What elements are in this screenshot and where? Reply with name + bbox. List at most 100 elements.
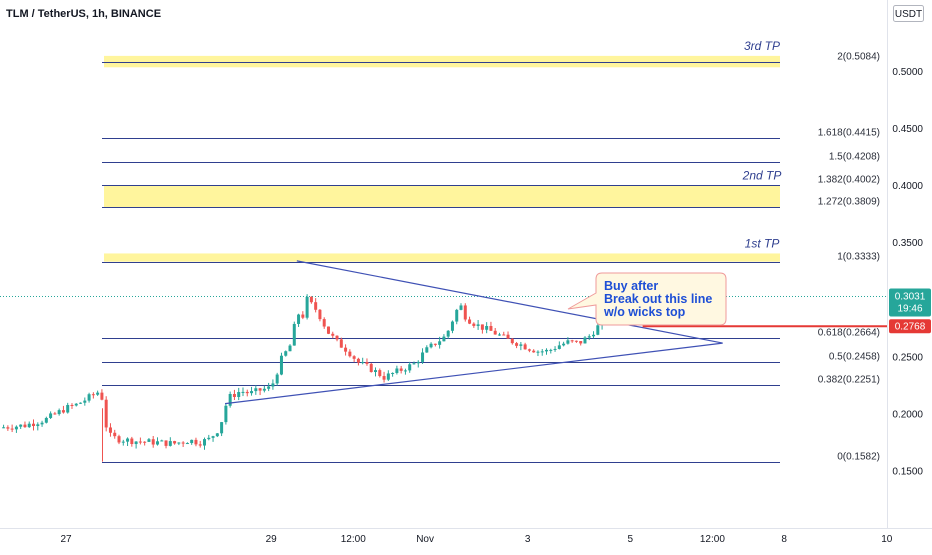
candle-body-53: [228, 393, 232, 406]
candle-body-95: [408, 364, 412, 371]
candle-body-67: [288, 345, 292, 352]
candle-body-37: [160, 440, 164, 442]
time-tick-8-10: 10: [881, 534, 893, 545]
candle-body-130: [557, 345, 561, 349]
candle-body-23: [100, 392, 104, 400]
candle-body-14: [61, 410, 65, 413]
fib-label-2-0-5084: 2(0.5084): [837, 52, 880, 63]
candle-body-74: [318, 309, 322, 320]
fib-label-0-5-0-2458: 0.5(0.2458): [829, 352, 880, 363]
candle-body-30: [130, 438, 134, 445]
candle-body-56: [241, 391, 245, 393]
candle-body-36: [155, 441, 159, 445]
price-tick-0-3500: 0.3500: [892, 238, 923, 249]
candle-body-135: [579, 341, 583, 344]
candle-body-52: [224, 405, 228, 423]
candle-body-100: [429, 343, 433, 348]
candle-body-134: [574, 340, 578, 342]
candle-body-24: [104, 399, 108, 428]
candle-body-62: [267, 386, 271, 389]
candle-body-80: [344, 347, 348, 352]
price-tick-0-4500: 0.4500: [892, 124, 923, 135]
time-axis[interactable]: 27 29 12:00 Nov 3 5 12:00 8 10: [60, 534, 892, 545]
candle-body-8: [36, 424, 40, 427]
triangle-upper-trendline: [296, 260, 723, 344]
time-tick-3-nov: Nov: [416, 534, 434, 545]
candle-body-49: [211, 436, 215, 438]
candle-body-11: [49, 413, 53, 418]
fib-label-0-382-0-2251: 0.382(0.2251): [818, 375, 880, 386]
candle-body-123: [527, 349, 531, 351]
candle-body-114: [489, 326, 493, 331]
candle-body-65: [279, 355, 283, 375]
candle-body-57: [245, 391, 249, 394]
price-tick-0-4000: 0.4000: [892, 181, 923, 192]
candle-body-43: [185, 443, 189, 445]
candle-body-92: [395, 368, 399, 373]
take-profit-zones: 3rd TP 2nd TP 1st TP: [104, 39, 781, 262]
candle-body-40: [173, 441, 177, 444]
candle-body-126: [540, 351, 544, 353]
candle-body-17: [74, 403, 78, 406]
candle-body-59: [254, 388, 258, 392]
tp-zone-1: [104, 55, 780, 68]
currency-button-frame: [893, 5, 924, 22]
candle-body-69: [297, 314, 301, 324]
candle-body-26: [113, 432, 117, 437]
candle-body-94: [403, 370, 407, 372]
candle-body-128: [549, 349, 553, 351]
candle-body-106: [455, 309, 459, 322]
candle-body-79: [339, 339, 343, 348]
fib-label-1-382-0-4002: 1.382(0.4002): [818, 175, 880, 186]
callout-line-break-out: Break out this line: [604, 292, 712, 306]
candle-body-64: [275, 374, 279, 384]
candle-body-84: [361, 362, 365, 364]
fib-label-1-272-0-3809: 1.272(0.3809): [818, 197, 880, 208]
currency-button[interactable]: USDT: [893, 5, 924, 22]
candle-body-58: [250, 391, 254, 394]
candle-body-44: [190, 439, 194, 444]
candle-body-15: [66, 404, 70, 413]
trade-callout[interactable]: Buy after Break out this line w/o wicks …: [567, 272, 727, 326]
candle-body-107: [459, 305, 463, 310]
candle-body-42: [181, 442, 185, 444]
candle-body-115: [493, 330, 497, 335]
candle-body-27: [117, 436, 121, 443]
candle-body-127: [545, 349, 549, 352]
candle-body-81: [348, 351, 352, 357]
tp-zone-2: [104, 185, 780, 208]
candle-body-70: [301, 314, 305, 318]
candle-body-97: [416, 361, 420, 364]
candle-body-4: [19, 424, 23, 427]
callout-line-buy-after: Buy after: [604, 279, 658, 293]
candle-body-50: [215, 433, 219, 437]
current-price-badge-box: [889, 288, 931, 317]
candle-body-91: [391, 372, 395, 374]
candle-body-25: [108, 427, 112, 433]
candle-body-47: [203, 439, 207, 446]
candle-body-136: [583, 337, 587, 344]
fib-label-1-5-0-4208: 1.5(0.4208): [829, 152, 880, 163]
candle-body-96: [412, 363, 416, 365]
candle-body-32: [138, 441, 142, 443]
candle-body-12: [53, 413, 57, 415]
candle-body-55: [237, 392, 241, 397]
candle-body-3: [14, 426, 18, 430]
candle-body-19: [83, 400, 87, 403]
candle-body-139: [596, 325, 600, 335]
breakout-price-badge: 0.2768: [889, 319, 931, 334]
candle-body-87: [374, 370, 378, 373]
candle-body-54: [232, 393, 236, 397]
candle-body-124: [532, 350, 536, 353]
candle-body-31: [134, 441, 138, 445]
candle-body-138: [592, 334, 596, 337]
fib-label-1-0-3333: 1(0.3333): [837, 252, 880, 263]
price-tick-0-1500: 0.1500: [892, 467, 923, 478]
tp-zone-3: [104, 253, 780, 262]
candle-body-103: [442, 336, 446, 342]
candle-body-113: [485, 326, 489, 330]
candle-body-6: [27, 423, 31, 428]
candle-body-129: [553, 348, 557, 350]
